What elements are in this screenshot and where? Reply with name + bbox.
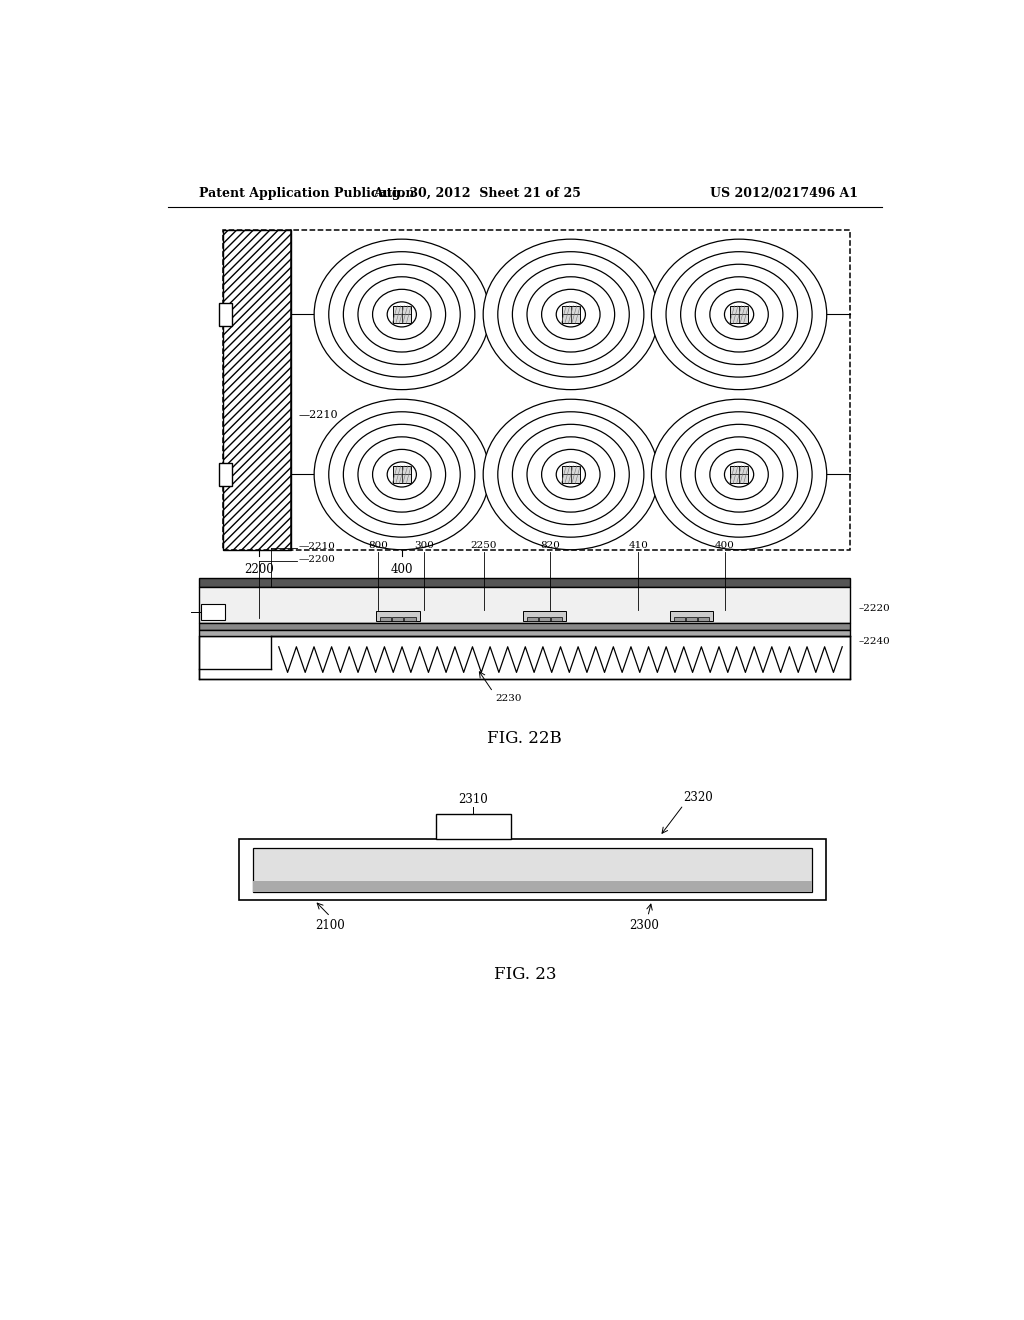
Ellipse shape: [556, 462, 586, 487]
Bar: [730, 466, 748, 483]
Bar: [219, 463, 232, 486]
Bar: [698, 616, 710, 620]
Bar: [393, 466, 411, 483]
Text: 2310: 2310: [459, 793, 488, 805]
Text: –2240: –2240: [858, 636, 890, 645]
Ellipse shape: [542, 449, 600, 499]
Ellipse shape: [387, 462, 417, 487]
Text: 2100: 2100: [315, 919, 345, 932]
Bar: [392, 616, 403, 620]
Ellipse shape: [666, 412, 812, 537]
Bar: [200, 636, 850, 678]
Text: —2210: —2210: [299, 411, 338, 420]
Bar: [201, 603, 225, 620]
Bar: [376, 611, 420, 620]
Text: 2320: 2320: [684, 791, 714, 804]
Ellipse shape: [343, 424, 460, 524]
Bar: [380, 616, 391, 620]
Ellipse shape: [666, 252, 812, 378]
Ellipse shape: [710, 289, 768, 339]
Ellipse shape: [527, 277, 614, 352]
Text: FIG. 22B: FIG. 22B: [487, 730, 562, 747]
Ellipse shape: [512, 424, 630, 524]
Ellipse shape: [681, 424, 798, 524]
Text: 400: 400: [390, 562, 413, 576]
Bar: [240, 840, 826, 900]
Bar: [670, 611, 714, 620]
Ellipse shape: [358, 437, 445, 512]
Text: 400: 400: [715, 541, 735, 549]
Text: –2220: –2220: [858, 605, 890, 614]
Ellipse shape: [681, 264, 798, 364]
Text: 2300: 2300: [629, 919, 658, 932]
Ellipse shape: [373, 289, 431, 339]
Ellipse shape: [695, 277, 783, 352]
Bar: [393, 306, 411, 323]
Ellipse shape: [527, 437, 614, 512]
Text: 300: 300: [414, 541, 434, 549]
Ellipse shape: [483, 239, 658, 389]
Bar: [253, 880, 812, 892]
Text: —2210: —2210: [299, 541, 336, 550]
Text: Aug. 30, 2012  Sheet 21 of 25: Aug. 30, 2012 Sheet 21 of 25: [373, 187, 582, 201]
Ellipse shape: [724, 462, 754, 487]
Ellipse shape: [498, 252, 644, 378]
Ellipse shape: [651, 239, 826, 389]
Bar: [527, 616, 538, 620]
Bar: [523, 611, 566, 620]
Bar: [562, 466, 580, 483]
Text: FIG. 23: FIG. 23: [494, 966, 556, 983]
Ellipse shape: [710, 449, 768, 499]
Bar: [686, 616, 697, 620]
Text: 2250: 2250: [470, 541, 497, 549]
Bar: [253, 847, 812, 892]
Text: 2200: 2200: [244, 562, 273, 576]
Bar: [200, 578, 850, 587]
Ellipse shape: [373, 449, 431, 499]
Text: Patent Application Publication: Patent Application Publication: [200, 187, 415, 201]
Bar: [435, 814, 511, 840]
Bar: [200, 630, 850, 636]
Ellipse shape: [695, 437, 783, 512]
Ellipse shape: [329, 412, 475, 537]
Ellipse shape: [358, 277, 445, 352]
Bar: [200, 623, 850, 630]
Bar: [674, 616, 685, 620]
Text: 820: 820: [541, 541, 560, 549]
Text: 2230: 2230: [496, 694, 522, 704]
Text: —2200: —2200: [299, 554, 336, 564]
Ellipse shape: [314, 239, 489, 389]
Ellipse shape: [498, 412, 644, 537]
Bar: [223, 230, 850, 549]
Ellipse shape: [556, 302, 586, 327]
Ellipse shape: [387, 302, 417, 327]
Bar: [223, 230, 291, 549]
Ellipse shape: [314, 399, 489, 549]
Ellipse shape: [542, 289, 600, 339]
Bar: [404, 616, 416, 620]
Ellipse shape: [329, 252, 475, 378]
Bar: [539, 616, 550, 620]
Text: 410: 410: [629, 541, 648, 549]
Ellipse shape: [724, 302, 754, 327]
Bar: [200, 587, 850, 623]
Ellipse shape: [651, 399, 826, 549]
Ellipse shape: [512, 264, 630, 364]
Text: FIG. 22A: FIG. 22A: [487, 602, 562, 619]
Bar: [551, 616, 562, 620]
Ellipse shape: [343, 264, 460, 364]
Bar: [730, 306, 748, 323]
Bar: [219, 304, 232, 326]
Bar: [562, 306, 580, 323]
Text: US 2012/0217496 A1: US 2012/0217496 A1: [710, 187, 858, 201]
Ellipse shape: [483, 399, 658, 549]
Text: 800: 800: [368, 541, 388, 549]
